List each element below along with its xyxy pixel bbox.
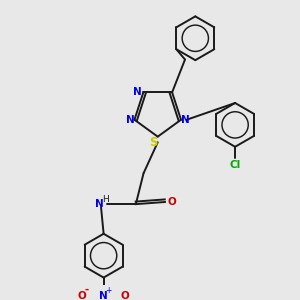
Text: H: H [102, 195, 109, 204]
Text: N: N [95, 199, 104, 209]
Text: O: O [167, 196, 176, 207]
Text: N: N [99, 291, 108, 300]
Text: -: - [84, 285, 88, 295]
Text: S: S [150, 136, 158, 149]
Text: N: N [126, 115, 134, 125]
Text: O: O [78, 291, 86, 300]
Text: N: N [133, 87, 142, 97]
Text: +: + [105, 286, 112, 295]
Text: O: O [121, 291, 130, 300]
Text: Cl: Cl [230, 160, 241, 170]
Text: N: N [181, 115, 190, 125]
